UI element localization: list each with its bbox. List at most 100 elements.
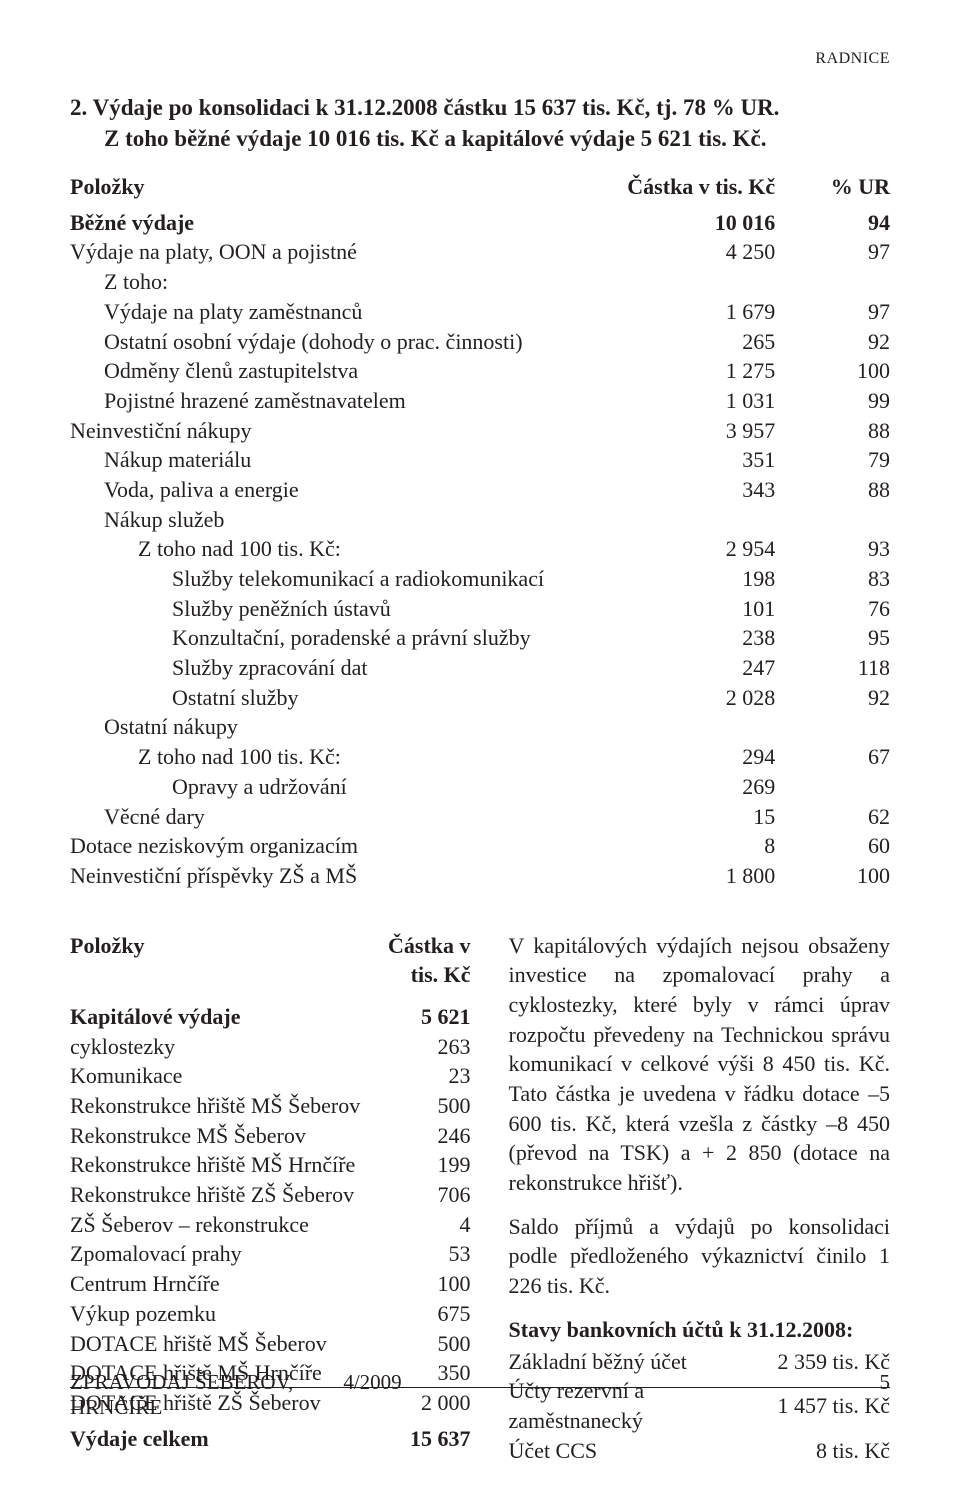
t1-header-polozky: Položky bbox=[70, 172, 611, 208]
row-label: Z toho: bbox=[70, 267, 611, 297]
row-percent: 79 bbox=[775, 445, 890, 475]
expenditure-table: Položky Částka v tis. Kč % UR Běžné výda… bbox=[70, 172, 890, 891]
table-row: Nákup materiálu35179 bbox=[70, 445, 890, 475]
table-row: Zpomalovací prahy53 bbox=[70, 1239, 471, 1269]
row-amount: 343 bbox=[611, 475, 775, 505]
row-label: Služby peněžních ústavů bbox=[70, 594, 611, 624]
row-label: Výdaje na platy, OON a pojistné bbox=[70, 237, 611, 267]
row-amount: 2 028 bbox=[611, 683, 775, 713]
intro-block: 2. Výdaje po konsolidaci k 31.12.2008 čá… bbox=[70, 92, 890, 154]
row-percent: 99 bbox=[775, 386, 890, 416]
table-row: Rekonstrukce hřiště MŠ Šeberov500 bbox=[70, 1091, 471, 1121]
row-label: DOTACE hřiště MŠ Šeberov bbox=[70, 1329, 370, 1359]
row-label: Rekonstrukce hřiště ZŠ Šeberov bbox=[70, 1180, 370, 1210]
table-row: Odměny členů zastupitelstva1 275100 bbox=[70, 356, 890, 386]
side-paragraph-2: Saldo příjmů a výdajů po konsolidaci pod… bbox=[509, 1212, 890, 1301]
row-label: Voda, paliva a energie bbox=[70, 475, 611, 505]
row-amount: 247 bbox=[611, 653, 775, 683]
row-label: Rekonstrukce MŠ Šeberov bbox=[70, 1121, 370, 1151]
row-percent: 92 bbox=[775, 683, 890, 713]
table-row: Výdaje na platy zaměstnanců1 67997 bbox=[70, 297, 890, 327]
row-amount: 199 bbox=[370, 1150, 470, 1180]
row-amount bbox=[611, 267, 775, 297]
page-footer: ZPRAVODAJ ŠEBEROV, HRNČÍŘE 4/2009 5 bbox=[70, 1370, 890, 1420]
row-label: Výdaje celkem bbox=[70, 1418, 370, 1454]
side-paragraph-1: V kapitálových výdajích nejsou obsaženy … bbox=[509, 931, 890, 1198]
row-percent: 76 bbox=[775, 594, 890, 624]
table-row: Rekonstrukce MŠ Šeberov246 bbox=[70, 1121, 471, 1151]
account-row: Účet CCS8 tis. Kč bbox=[509, 1436, 890, 1466]
table-row: Běžné výdaje10 01694 bbox=[70, 208, 890, 238]
row-amount bbox=[611, 712, 775, 742]
row-label: Věcné dary bbox=[70, 802, 611, 832]
row-label: Nákup služeb bbox=[70, 505, 611, 535]
row-amount: 294 bbox=[611, 742, 775, 772]
row-percent: 83 bbox=[775, 564, 890, 594]
table-row: Z toho nad 100 tis. Kč:29467 bbox=[70, 742, 890, 772]
table-row: Neinvestiční nákupy3 95788 bbox=[70, 416, 890, 446]
table-row: Kapitálové výdaje5 621 bbox=[70, 996, 471, 1032]
row-amount: 15 637 bbox=[370, 1418, 470, 1454]
table-row: Výdaje celkem15 637 bbox=[70, 1418, 471, 1454]
table-row: Služby telekomunikací a radiokomunikací1… bbox=[70, 564, 890, 594]
table-row: Komunikace23 bbox=[70, 1061, 471, 1091]
table-row: DOTACE hřiště MŠ Šeberov500 bbox=[70, 1329, 471, 1359]
row-amount: 1 679 bbox=[611, 297, 775, 327]
row-amount: 675 bbox=[370, 1299, 470, 1329]
row-amount: 15 bbox=[611, 802, 775, 832]
row-label: Ostatní osobní výdaje (dohody o prac. či… bbox=[70, 327, 611, 357]
row-percent: 97 bbox=[775, 237, 890, 267]
row-label: Ostatní nákupy bbox=[70, 712, 611, 742]
row-amount: 198 bbox=[611, 564, 775, 594]
row-amount: 246 bbox=[370, 1121, 470, 1151]
intro-line-1: 2. Výdaje po konsolidaci k 31.12.2008 čá… bbox=[70, 92, 890, 123]
table-row: Rekonstrukce hřiště MŠ Hrnčíře199 bbox=[70, 1150, 471, 1180]
table-row: Pojistné hrazené zaměstnavatelem1 03199 bbox=[70, 386, 890, 416]
row-amount: 1 275 bbox=[611, 356, 775, 386]
row-percent: 93 bbox=[775, 534, 890, 564]
row-amount: 3 957 bbox=[611, 416, 775, 446]
table-row: Konzultační, poradenské a právní služby2… bbox=[70, 623, 890, 653]
row-amount: 265 bbox=[611, 327, 775, 357]
row-amount: 5 621 bbox=[370, 996, 470, 1032]
row-amount bbox=[611, 505, 775, 535]
table-row: Centrum Hrnčíře100 bbox=[70, 1269, 471, 1299]
table-row: Neinvestiční příspěvky ZŠ a MŠ1 800100 bbox=[70, 861, 890, 891]
row-percent: 88 bbox=[775, 475, 890, 505]
row-label: Běžné výdaje bbox=[70, 208, 611, 238]
t2-header-polozky: Položky bbox=[70, 931, 370, 996]
row-amount: 100 bbox=[370, 1269, 470, 1299]
row-percent: 67 bbox=[775, 742, 890, 772]
row-percent: 95 bbox=[775, 623, 890, 653]
table-row: Voda, paliva a energie34388 bbox=[70, 475, 890, 505]
row-label: Ostatní služby bbox=[70, 683, 611, 713]
account-value: 8 tis. Kč bbox=[778, 1436, 890, 1466]
table-row: Dotace neziskovým organizacím860 bbox=[70, 831, 890, 861]
table-row: cyklostezky263 bbox=[70, 1032, 471, 1062]
row-label: Služby telekomunikací a radiokomunikací bbox=[70, 564, 611, 594]
t1-header-pct: % UR bbox=[775, 172, 890, 208]
row-label: Z toho nad 100 tis. Kč: bbox=[70, 742, 611, 772]
t1-header-castka: Částka v tis. Kč bbox=[611, 172, 775, 208]
row-percent: 118 bbox=[775, 653, 890, 683]
row-percent bbox=[775, 267, 890, 297]
row-amount: 238 bbox=[611, 623, 775, 653]
row-label: Odměny členů zastupitelstva bbox=[70, 356, 611, 386]
row-amount: 263 bbox=[370, 1032, 470, 1062]
row-label: Výkup pozemku bbox=[70, 1299, 370, 1329]
section-header: RADNICE bbox=[70, 50, 890, 68]
table-row: Z toho: bbox=[70, 267, 890, 297]
row-amount: 500 bbox=[370, 1329, 470, 1359]
row-percent: 97 bbox=[775, 297, 890, 327]
table-row: Ostatní služby2 02892 bbox=[70, 683, 890, 713]
row-amount: 4 bbox=[370, 1210, 470, 1240]
row-percent: 94 bbox=[775, 208, 890, 238]
table-row: Opravy a udržování269 bbox=[70, 772, 890, 802]
account-label: Účet CCS bbox=[509, 1436, 778, 1466]
footer-page-number: 5 bbox=[617, 1370, 890, 1420]
row-label: Centrum Hrnčíře bbox=[70, 1269, 370, 1299]
row-percent bbox=[775, 505, 890, 535]
row-amount: 4 250 bbox=[611, 237, 775, 267]
table-row: Ostatní nákupy bbox=[70, 712, 890, 742]
row-label: Dotace neziskovým organizacím bbox=[70, 831, 611, 861]
